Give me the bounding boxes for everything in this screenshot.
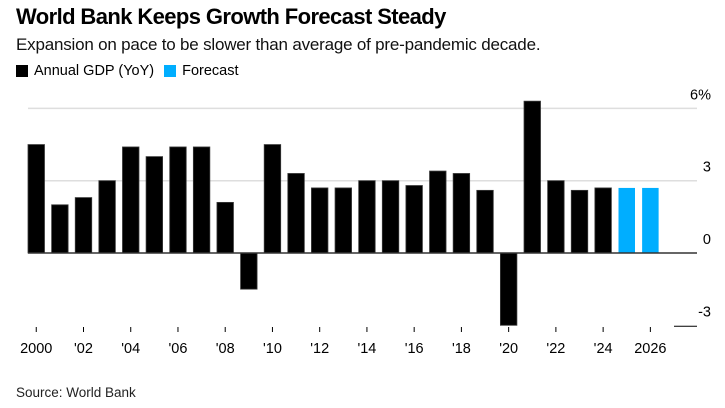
- chart-subtitle: Expansion on pace to be slower than aver…: [16, 35, 541, 54]
- legend-swatch-annual-gdp: [16, 65, 28, 77]
- bar-gdp-2004: [122, 146, 140, 254]
- bar-forecast-2025: [618, 187, 635, 253]
- bar-gdp-2023: [570, 189, 589, 254]
- bar-gdp-2012: [311, 187, 329, 254]
- x-tick-label: 2000: [20, 341, 52, 357]
- x-tick-label: '08: [216, 341, 235, 357]
- bar-gdp-2001: [51, 204, 69, 254]
- bar-gdp-2009: [240, 252, 258, 290]
- x-tick-label: '24: [594, 341, 613, 357]
- source-note: Source: World Bank: [16, 385, 136, 400]
- bar-gdp-2002: [74, 197, 93, 254]
- bar-gdp-2010: [263, 144, 282, 254]
- bar-gdp-2022: [547, 180, 565, 254]
- x-tick-label: '20: [499, 341, 518, 357]
- chart-title: World Bank Keeps Growth Forecast Steady: [16, 4, 446, 29]
- bar-gdp-2018: [452, 173, 471, 254]
- y-tick-label: -3: [698, 304, 711, 320]
- y-tick-label: 6%: [690, 87, 711, 103]
- legend-item-forecast: Forecast: [164, 63, 239, 79]
- legend: Annual GDP (YoY) Forecast: [16, 63, 249, 79]
- bar-gdp-2017: [429, 170, 447, 254]
- bar-gdp-2011: [287, 173, 305, 254]
- x-tick-label: '04: [121, 341, 140, 357]
- bar-gdp-2006: [169, 146, 187, 254]
- bar-gdp-2019: [476, 189, 494, 254]
- legend-label-forecast: Forecast: [182, 63, 239, 79]
- y-tick-label: 3: [703, 160, 711, 176]
- x-tick-label: '18: [452, 341, 471, 357]
- x-tick-label: '10: [263, 341, 282, 357]
- x-tick-label: '22: [546, 341, 565, 357]
- bar-gdp-2003: [98, 180, 116, 254]
- y-tick-label: 0: [703, 232, 711, 248]
- bar-gdp-2020: [499, 252, 518, 326]
- y-axis: 6% 3 0 -3: [690, 87, 711, 320]
- bar-gdp-2013: [334, 187, 352, 254]
- x-tick-label: '14: [357, 341, 376, 357]
- legend-swatch-forecast: [164, 65, 177, 77]
- x-tick-label: '12: [310, 341, 329, 357]
- bar-forecast-2026: [642, 187, 659, 253]
- x-tick-label: 2026: [634, 341, 666, 357]
- x-axis: 2000 '02 '04 '06 '08 '10 '12 '14 '16 '18 '20 '22 '24…: [20, 327, 667, 357]
- bar-gdp-2016: [405, 185, 423, 254]
- bar-gdp-2000: [27, 144, 45, 254]
- bar-gdp-2021: [523, 100, 541, 254]
- x-tick-label: '02: [74, 341, 93, 357]
- bars: [27, 100, 659, 326]
- x-tick-label: '06: [169, 341, 188, 357]
- bar-gdp-2008: [216, 201, 234, 254]
- bar-gdp-2014: [358, 180, 376, 254]
- legend-item-annual-gdp: Annual GDP (YoY): [16, 63, 154, 79]
- bar-gdp-2024: [594, 187, 612, 254]
- bar-gdp-2015: [381, 180, 400, 254]
- bar-gdp-2007: [192, 146, 211, 254]
- legend-label-annual-gdp: Annual GDP (YoY): [34, 63, 155, 79]
- x-tick-label: '16: [405, 341, 424, 357]
- bar-gdp-2005: [145, 156, 164, 254]
